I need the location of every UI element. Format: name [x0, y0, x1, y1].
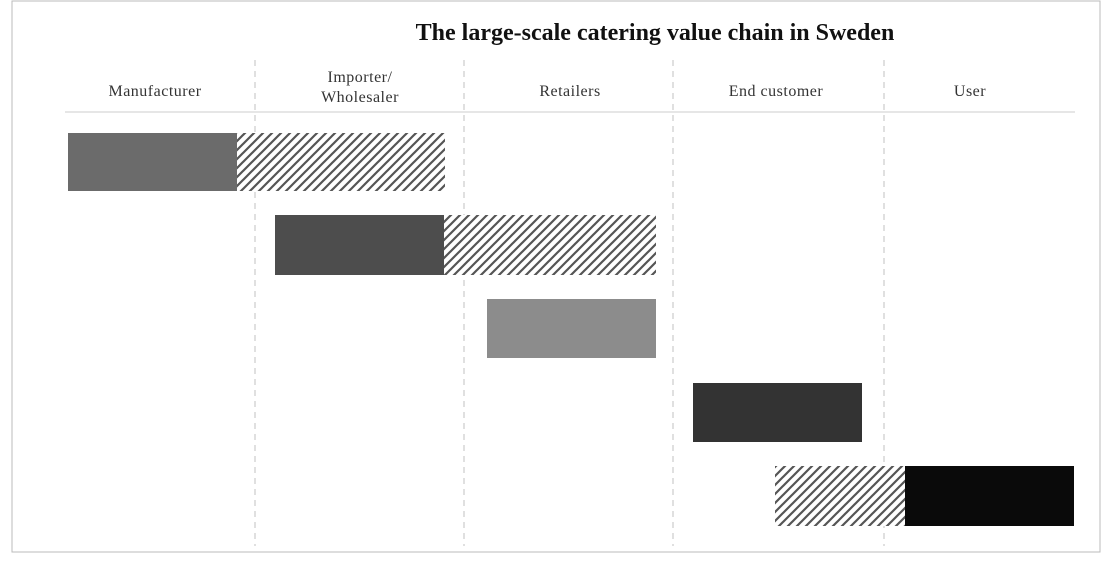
column-header: Importer/Wholesaler — [321, 69, 399, 106]
column-header: End customer — [729, 83, 824, 100]
hatched-block — [237, 133, 445, 191]
column-header: Manufacturer — [108, 83, 201, 100]
column-header: User — [954, 83, 986, 100]
column-header: Retailers — [539, 83, 600, 100]
block — [68, 133, 237, 191]
block — [905, 466, 1074, 526]
block — [275, 215, 444, 275]
hatched-block — [444, 215, 656, 275]
block — [693, 383, 862, 442]
title: The large-scale catering value chain in … — [416, 20, 895, 46]
hatched-block — [775, 466, 905, 526]
frame — [11, 0, 1101, 553]
block — [487, 299, 656, 358]
